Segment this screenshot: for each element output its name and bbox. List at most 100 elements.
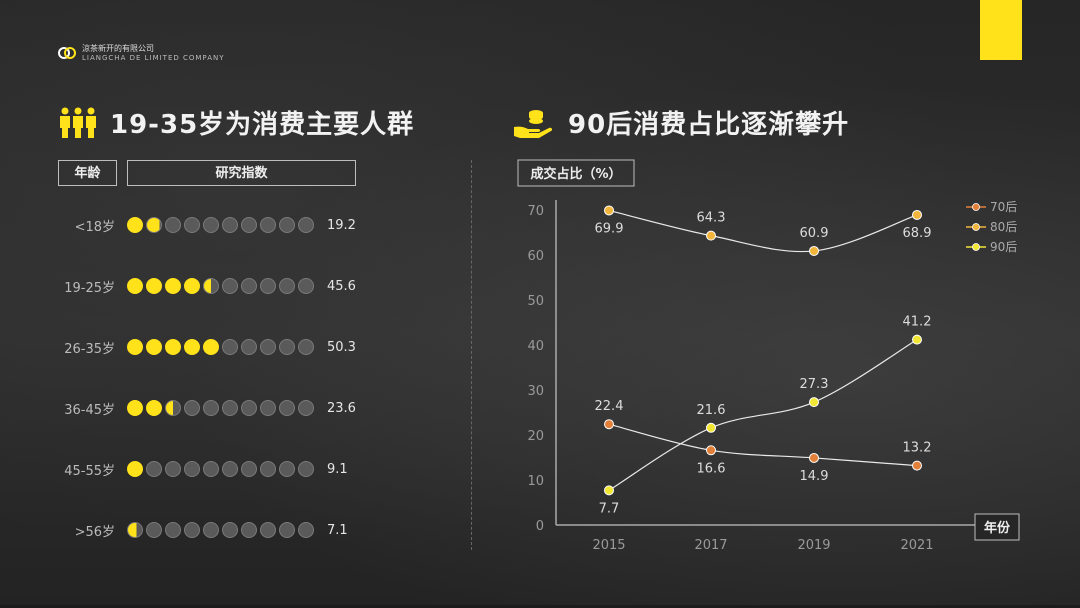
age-label: 45-55岁 <box>64 463 115 479</box>
x-tick-label: 2021 <box>900 538 933 553</box>
legend-marker <box>972 203 980 211</box>
index-dot <box>222 400 238 416</box>
list-item: 19-25岁 45.6 <box>50 276 356 296</box>
y-axis-label-box <box>517 159 635 187</box>
series-line-2 <box>608 339 918 491</box>
list-item: >56岁 7.1 <box>50 520 348 540</box>
index-dot <box>241 339 257 355</box>
index-dot <box>203 461 219 477</box>
list-item: 45-55岁 9.1 <box>50 459 348 479</box>
index-dot <box>184 278 200 294</box>
age-label: 19-25岁 <box>64 280 115 296</box>
y-tick-label: 40 <box>527 339 544 354</box>
index-dot <box>165 217 181 233</box>
index-dot <box>279 461 295 477</box>
index-dot <box>241 461 257 477</box>
index-dot <box>203 339 219 355</box>
company-logo: 涼茶新开的有限公司 LIANGCHA DE LIMITED COMPANY <box>58 44 225 63</box>
x-tick-label: 2015 <box>592 538 625 553</box>
data-point <box>912 334 922 345</box>
index-dot <box>241 278 257 294</box>
index-dot <box>298 461 314 477</box>
legend-marker <box>972 243 980 251</box>
index-dot <box>222 217 238 233</box>
index-dot <box>279 278 295 294</box>
index-dot <box>146 339 162 355</box>
index-dot <box>298 217 314 233</box>
age-label: 36-45岁 <box>64 402 115 418</box>
data-point <box>912 209 922 220</box>
legend-label: 80后 <box>990 220 1017 234</box>
index-dots <box>127 278 314 294</box>
index-dot <box>184 217 200 233</box>
y-tick-label: 60 <box>527 249 544 264</box>
index-dots <box>127 461 314 477</box>
bottom-edge <box>0 605 1080 608</box>
index-dot <box>184 339 200 355</box>
y-axis-label: 成交占比（%） <box>530 166 621 182</box>
right-heading: 90后消费占比逐渐攀升 <box>512 104 849 141</box>
series-line-1 <box>608 209 918 253</box>
right-title: 90后消费占比逐渐攀升 <box>568 110 850 140</box>
index-dot <box>165 461 181 477</box>
index-dot <box>165 522 181 538</box>
data-point <box>706 445 716 456</box>
accent-bar <box>980 0 1022 60</box>
index-dots <box>127 339 314 355</box>
index-dot <box>203 278 219 294</box>
index-dot <box>146 217 162 233</box>
index-value: 9.1 <box>327 461 348 477</box>
y-tick-label: 0 <box>536 519 544 534</box>
index-dot <box>203 400 219 416</box>
index-dot <box>222 339 238 355</box>
data-label: 16.6 <box>697 461 726 476</box>
data-label: 21.6 <box>697 403 726 418</box>
company-name-cn: 涼茶新开的有限公司 <box>82 44 154 53</box>
data-point <box>912 460 922 471</box>
coins-hand-icon <box>514 109 553 138</box>
index-dot <box>127 278 143 294</box>
data-point <box>604 419 614 430</box>
index-dot <box>127 339 143 355</box>
index-value: 19.2 <box>327 217 356 233</box>
index-dot <box>298 400 314 416</box>
y-tick-label: 50 <box>527 294 544 309</box>
y-tick-label: 20 <box>527 429 544 444</box>
age-label: <18岁 <box>74 219 115 235</box>
index-dot <box>127 400 143 416</box>
index-dots <box>127 522 314 538</box>
index-dot <box>279 339 295 355</box>
data-label: 27.3 <box>800 377 829 392</box>
data-label: 13.2 <box>903 441 932 456</box>
company-name-en: LIANGCHA DE LIMITED COMPANY <box>82 54 225 62</box>
data-label: 60.9 <box>800 226 829 241</box>
index-value: 7.1 <box>327 522 348 538</box>
people-icon <box>60 107 96 138</box>
index-dot <box>260 522 276 538</box>
data-label: 14.9 <box>800 469 829 484</box>
index-dot <box>127 217 143 233</box>
left-title: 19-35岁为消费主要人群 <box>110 110 415 140</box>
age-column-header: 年龄 <box>58 160 117 186</box>
logo-icon <box>58 45 76 63</box>
legend-marker <box>972 223 980 231</box>
x-tick-label: 2017 <box>694 538 727 553</box>
list-item: <18岁 19.2 <box>50 215 356 235</box>
age-label: 26-35岁 <box>64 341 115 357</box>
index-dot <box>203 522 219 538</box>
index-value: 23.6 <box>327 400 356 416</box>
index-dot <box>260 339 276 355</box>
data-point <box>706 230 716 241</box>
data-label: 69.9 <box>595 221 624 236</box>
left-heading: 19-35岁为消费主要人群 <box>58 104 414 141</box>
panel-divider <box>471 160 472 550</box>
x-axis-label: 年份 <box>984 520 1011 536</box>
index-dot <box>146 522 162 538</box>
index-dot <box>222 522 238 538</box>
data-label: 68.9 <box>903 226 932 241</box>
index-dots <box>127 217 314 233</box>
data-point <box>809 397 819 408</box>
index-value: 50.3 <box>327 339 356 355</box>
x-axis-label-box <box>974 513 1020 541</box>
